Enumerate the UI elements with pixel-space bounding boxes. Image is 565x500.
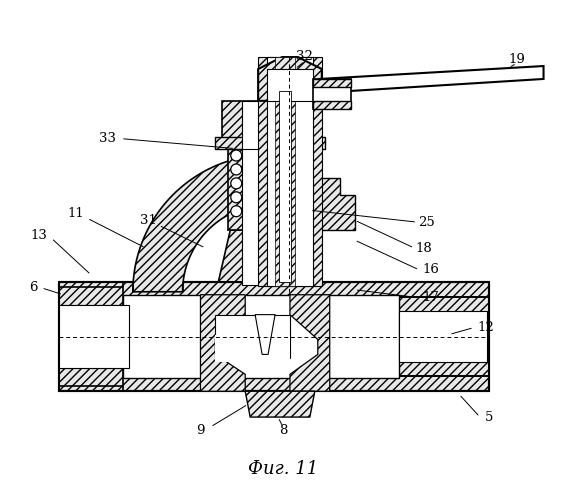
Polygon shape: [245, 391, 315, 417]
Circle shape: [298, 150, 310, 161]
Text: 32: 32: [297, 50, 314, 62]
Text: 25: 25: [418, 216, 434, 228]
Bar: [59, 282, 489, 391]
Polygon shape: [218, 230, 322, 282]
Text: 11: 11: [68, 206, 85, 220]
Circle shape: [298, 192, 310, 203]
Text: 8: 8: [279, 424, 287, 438]
Circle shape: [298, 206, 310, 216]
Bar: [59, 287, 123, 386]
Circle shape: [231, 178, 242, 189]
Polygon shape: [133, 154, 270, 292]
Polygon shape: [320, 66, 544, 93]
Circle shape: [231, 192, 242, 203]
Bar: [242, 146, 298, 285]
Text: 16: 16: [423, 264, 440, 276]
Circle shape: [298, 164, 310, 175]
Bar: [313, 79, 351, 109]
Text: 6: 6: [29, 282, 38, 294]
Text: 5: 5: [485, 410, 493, 424]
Bar: [59, 352, 258, 368]
Bar: [59, 304, 129, 368]
Bar: [215, 334, 290, 362]
Circle shape: [231, 164, 242, 175]
Bar: [279, 91, 291, 282]
Circle shape: [231, 206, 242, 216]
Circle shape: [298, 178, 310, 189]
Text: 9: 9: [196, 424, 205, 438]
Text: 12: 12: [477, 321, 494, 334]
Bar: [258, 57, 322, 286]
Text: Фиг. 11: Фиг. 11: [248, 460, 318, 478]
Polygon shape: [255, 314, 275, 354]
Bar: [399, 310, 487, 362]
Circle shape: [231, 150, 242, 161]
Bar: [275, 57, 295, 286]
Polygon shape: [312, 178, 355, 230]
Polygon shape: [258, 57, 322, 101]
Bar: [215, 314, 290, 358]
Bar: [215, 136, 325, 148]
Text: 13: 13: [31, 228, 48, 241]
Polygon shape: [290, 294, 330, 391]
Bar: [313, 79, 351, 87]
Bar: [223, 101, 318, 148]
Bar: [267, 57, 313, 286]
Bar: [59, 304, 258, 320]
Text: 19: 19: [508, 52, 525, 66]
Text: 17: 17: [423, 291, 440, 304]
Bar: [242, 101, 298, 148]
Text: 18: 18: [416, 242, 433, 254]
Bar: [267, 69, 313, 101]
Polygon shape: [201, 294, 245, 391]
Bar: [123, 294, 399, 378]
Bar: [228, 146, 312, 230]
Text: 31: 31: [140, 214, 157, 226]
Bar: [401, 314, 487, 358]
Bar: [313, 101, 351, 109]
Text: 33: 33: [99, 132, 116, 145]
Bar: [399, 296, 489, 376]
Bar: [61, 304, 121, 368]
